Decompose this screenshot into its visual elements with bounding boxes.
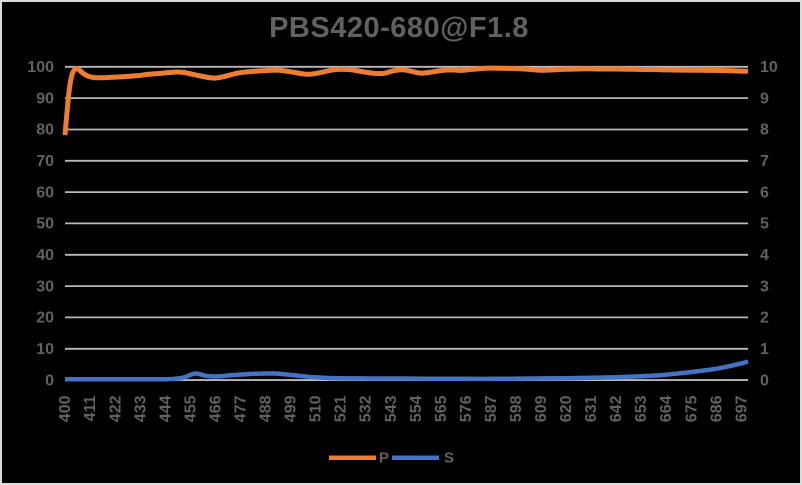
svg-text:521: 521: [333, 395, 350, 422]
svg-text:50: 50: [36, 216, 54, 233]
svg-text:664: 664: [658, 395, 675, 422]
svg-text:5: 5: [760, 216, 769, 233]
svg-text:631: 631: [583, 395, 600, 422]
svg-text:543: 543: [383, 395, 400, 422]
svg-text:477: 477: [233, 395, 250, 422]
svg-text:532: 532: [358, 395, 375, 422]
svg-text:30: 30: [36, 278, 54, 295]
svg-text:510: 510: [308, 395, 325, 422]
svg-text:P: P: [379, 450, 389, 467]
svg-text:609: 609: [533, 395, 550, 422]
svg-text:40: 40: [36, 247, 54, 264]
svg-text:433: 433: [132, 395, 149, 422]
svg-text:686: 686: [708, 395, 725, 422]
svg-text:3: 3: [760, 278, 769, 295]
svg-text:400: 400: [57, 395, 74, 422]
svg-text:10: 10: [36, 341, 54, 358]
svg-text:675: 675: [683, 395, 700, 422]
svg-text:PBS420-680@F1.8: PBS420-680@F1.8: [269, 12, 529, 44]
svg-text:587: 587: [483, 395, 500, 422]
svg-text:444: 444: [157, 395, 174, 422]
svg-text:70: 70: [36, 153, 54, 170]
svg-text:0: 0: [760, 372, 769, 389]
svg-text:90: 90: [36, 90, 54, 107]
svg-text:576: 576: [458, 395, 475, 422]
svg-text:697: 697: [733, 395, 750, 422]
svg-text:2: 2: [760, 310, 769, 327]
svg-text:S: S: [444, 450, 454, 467]
svg-text:9: 9: [760, 90, 769, 107]
svg-text:466: 466: [208, 395, 225, 422]
svg-text:4: 4: [760, 247, 769, 264]
svg-text:8: 8: [760, 122, 769, 139]
svg-text:598: 598: [508, 395, 525, 422]
svg-text:653: 653: [633, 395, 650, 422]
svg-text:488: 488: [258, 395, 275, 422]
svg-text:499: 499: [283, 395, 300, 422]
svg-text:565: 565: [433, 395, 450, 422]
svg-text:10: 10: [760, 59, 778, 76]
svg-text:0: 0: [45, 372, 54, 389]
svg-text:411: 411: [82, 395, 99, 421]
svg-text:20: 20: [36, 310, 54, 327]
svg-text:1: 1: [760, 341, 769, 358]
svg-text:642: 642: [608, 395, 625, 422]
svg-text:6: 6: [760, 184, 769, 201]
svg-text:455: 455: [182, 395, 199, 422]
svg-text:422: 422: [107, 395, 124, 422]
svg-text:620: 620: [558, 395, 575, 422]
svg-text:554: 554: [408, 395, 425, 422]
svg-text:60: 60: [36, 184, 54, 201]
svg-text:80: 80: [36, 122, 54, 139]
svg-text:100: 100: [27, 59, 54, 76]
svg-text:7: 7: [760, 153, 769, 170]
